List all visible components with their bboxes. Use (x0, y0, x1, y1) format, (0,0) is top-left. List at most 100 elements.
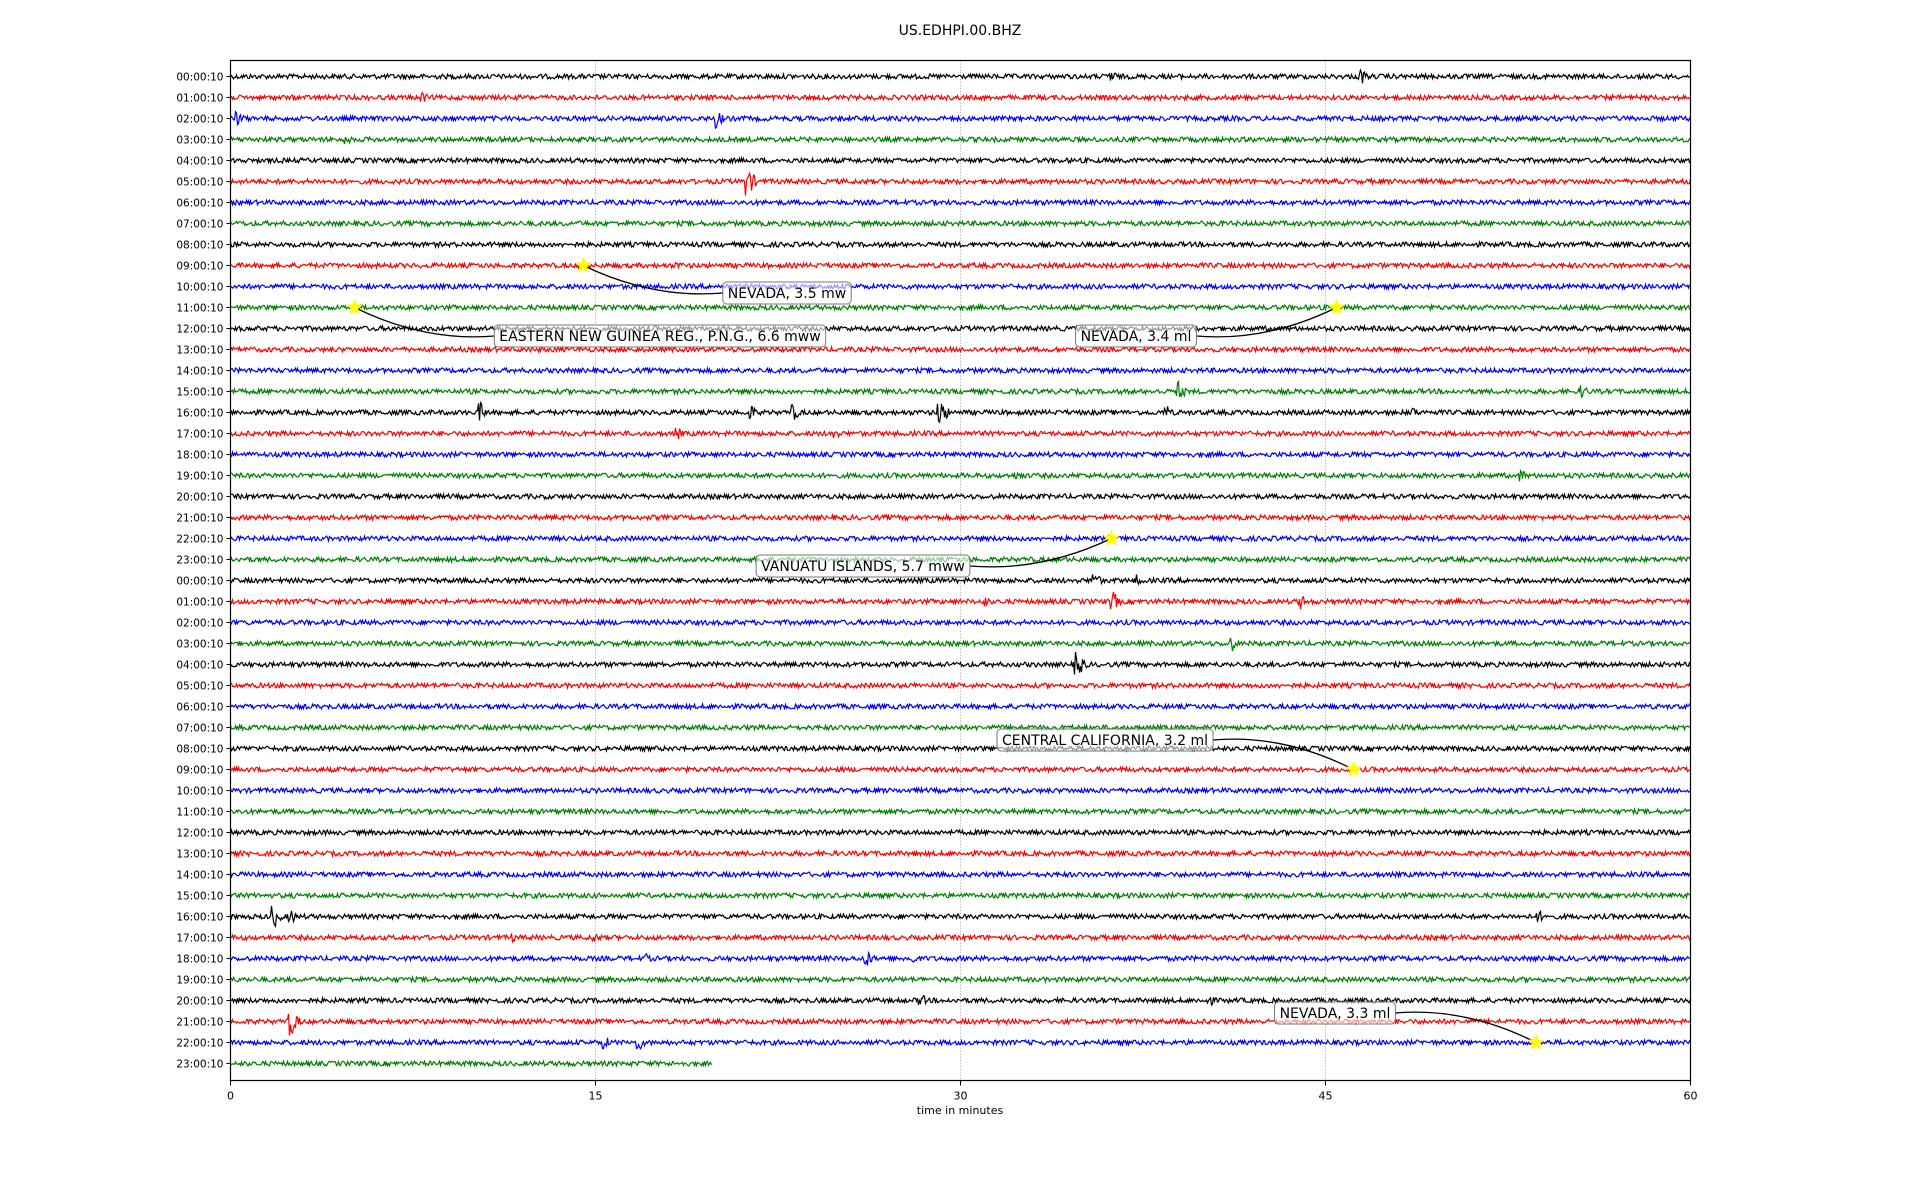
chart-title: US.EDHPI.00.BHZ (899, 23, 1022, 39)
y-tick-label: 22:00:10 (176, 534, 223, 546)
trace-row (229, 905, 1691, 929)
y-tick-label: 00:00:10 (176, 72, 223, 84)
trace-row (230, 379, 1692, 399)
trace-row (229, 591, 1691, 610)
y-tick-label: 04:00:10 (176, 660, 223, 672)
y-tick-label: 20:00:10 (176, 492, 223, 504)
y-tick-label: 10:00:10 (176, 282, 223, 294)
trace-row (229, 171, 1692, 196)
trace-row (230, 994, 1692, 1007)
connector-line (1196, 306, 1337, 338)
y-tick-label: 04:00:10 (176, 156, 223, 168)
trace-row (229, 512, 1692, 523)
trace-row (229, 533, 1691, 544)
trace-row (229, 764, 1691, 775)
y-tick-label: 12:00:10 (176, 324, 223, 336)
event-annotation: NEVADA, 3.4 ml (1075, 298, 1345, 348)
trace-row (230, 260, 1692, 271)
y-tick-labels: 00:00:10 01:00:10 02:00:10 03:00:10 04:00:10… (176, 72, 231, 1071)
y-tick-label: 13:00:10 (176, 849, 223, 861)
y-tick-label: 14:00:10 (176, 366, 223, 378)
trace-row (230, 197, 1692, 208)
trace-row (229, 618, 1691, 628)
event-label: EASTERN NEW GUINEA REG., P.N.G., 6.6 mww (499, 329, 820, 345)
star-marker (1527, 1033, 1545, 1050)
y-tick-label: 12:00:10 (176, 828, 223, 840)
connector-line (969, 537, 1112, 568)
event-label: VANUATU ISLANDS, 5.7 mww (761, 559, 965, 575)
trace-row (229, 722, 1691, 733)
y-tick-label: 05:00:10 (176, 681, 223, 693)
x-tick-label: 0 (227, 1090, 234, 1103)
y-tick-label: 20:00:10 (176, 996, 223, 1008)
y-tick-label: 03:00:10 (176, 135, 223, 147)
y-tick-label: 13:00:10 (176, 345, 223, 357)
y-tick-label: 01:00:10 (176, 597, 223, 609)
x-tick-label: 30 (954, 1090, 968, 1103)
y-tick-label: 09:00:10 (176, 765, 223, 777)
label-box (1075, 324, 1197, 348)
event-label: CENTRAL CALIFORNIA, 3.2 ml (1002, 733, 1208, 749)
star-marker (346, 298, 364, 315)
trace-row (230, 574, 1692, 586)
traces (229, 68, 1692, 1068)
connector-line (583, 264, 723, 295)
trace-row (229, 155, 1691, 166)
y-tick-label: 08:00:10 (176, 744, 223, 756)
label-box (1274, 1001, 1396, 1025)
event-annotation: CENTRAL CALIFORNIA, 3.2 ml (996, 728, 1362, 777)
trace-row (230, 680, 1692, 691)
event-annotation: VANUATU ISLANDS, 5.7 mww (755, 529, 1120, 578)
y-tick-label: 17:00:10 (176, 429, 223, 441)
trace-row (229, 239, 1692, 250)
trace-row (230, 91, 1691, 103)
trace-row (229, 344, 1691, 355)
y-tick-label: 05:00:10 (176, 177, 223, 189)
trace-row (229, 743, 1691, 754)
star-marker (1327, 298, 1345, 315)
x-axis-label: time in minutes (917, 1104, 1004, 1117)
connector-line (1395, 1011, 1537, 1044)
trace-row (230, 1037, 1691, 1050)
trace-row (229, 869, 1691, 880)
trace-row (230, 974, 1692, 985)
x-tick-label: 45 (1319, 1090, 1333, 1103)
trace-row (230, 491, 1692, 502)
y-tick-label: 02:00:10 (176, 618, 223, 630)
trace-row (229, 427, 1692, 440)
trace-row (229, 1013, 1691, 1036)
y-tick-label: 03:00:10 (176, 639, 223, 651)
y-tick-label: 19:00:10 (176, 975, 223, 987)
y-tick-label: 07:00:10 (176, 219, 223, 231)
x-tick-label: 15 (589, 1090, 603, 1103)
y-tick-label: 06:00:10 (176, 198, 223, 210)
y-tick-label: 16:00:10 (176, 408, 223, 420)
event-annotations: NEVADA, 3.5 mw EASTERN NEW GUINEA REG., P… (346, 256, 1545, 1050)
event-label: NEVADA, 3.3 ml (1280, 1006, 1391, 1022)
trace-row (230, 449, 1692, 460)
y-tick-label: 21:00:10 (176, 513, 223, 525)
x-axis: 0 15 30 45 60 (227, 1080, 1698, 1103)
star-marker (1102, 529, 1120, 546)
y-tick-label: 11:00:10 (176, 303, 223, 315)
trace-row (229, 890, 1691, 901)
event-annotation: NEVADA, 3.3 ml (1274, 1001, 1545, 1050)
y-tick-label: 01:00:10 (176, 93, 223, 105)
trace-row (230, 932, 1691, 944)
y-tick-label: 06:00:10 (176, 702, 223, 714)
y-tick-label: 17:00:10 (176, 933, 223, 945)
trace-row (229, 68, 1691, 84)
trace-row (229, 637, 1691, 652)
trace-row (230, 806, 1692, 817)
y-tick-label: 02:00:10 (176, 114, 223, 126)
event-annotation: NEVADA, 3.5 mw (574, 256, 852, 305)
connector-line (354, 306, 495, 338)
y-tick-label: 14:00:10 (176, 870, 223, 882)
label-box (996, 728, 1214, 752)
event-annotation: EASTERN NEW GUINEA REG., P.N.G., 6.6 mww (346, 298, 827, 348)
trace-row (230, 701, 1692, 712)
trace-row (230, 281, 1691, 292)
y-tick-label: 22:00:10 (176, 1038, 223, 1050)
trace-row (230, 110, 1692, 130)
y-tick-label: 23:00:10 (176, 1059, 223, 1071)
